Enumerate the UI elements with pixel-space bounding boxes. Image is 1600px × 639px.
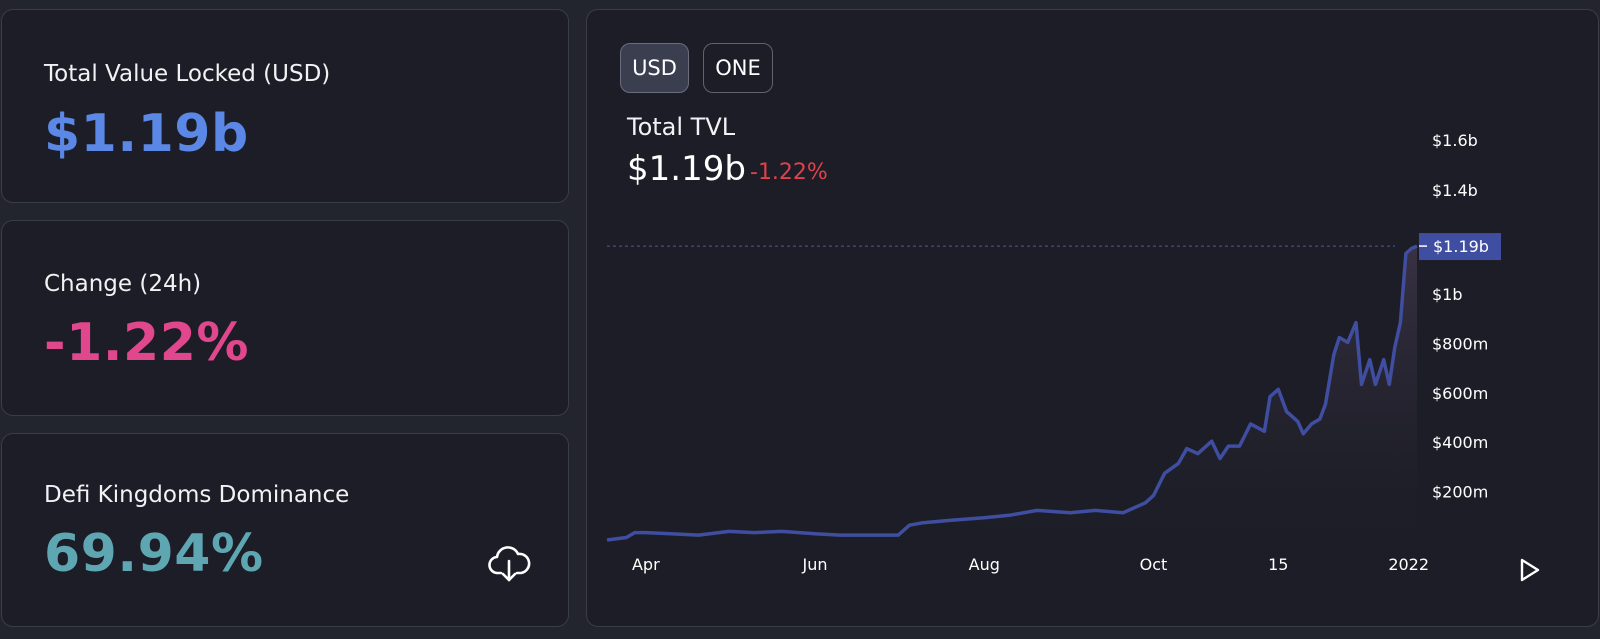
- current-value-badge: [1419, 233, 1501, 261]
- dominance-label: Defi Kingdoms Dominance: [44, 482, 350, 508]
- change-card: Change (24h) -1.22%: [1, 220, 569, 416]
- tvl-label: Total Value Locked (USD): [44, 61, 331, 87]
- x-tick-label: 2022: [1388, 555, 1429, 574]
- x-tick-label: Jun: [802, 555, 828, 574]
- cloud-download-icon: [488, 546, 531, 582]
- change-label: Change (24h): [44, 271, 202, 297]
- tvl-card: Total Value Locked (USD) $1.19b: [1, 9, 569, 203]
- chart-title: Total TVL: [627, 113, 736, 141]
- x-tick-label: Oct: [1140, 555, 1168, 574]
- chart-current-value: $1.19b: [627, 149, 746, 189]
- y-tick-label: $200m: [1432, 483, 1488, 502]
- tvl-chart: $200m $400m $600m $800m $1b $1.4b $1.6b $1.19b A…: [606, 131, 1501, 574]
- currency-usd-button[interactable]: USD: [620, 43, 689, 93]
- x-tick-label: Aug: [969, 555, 1000, 574]
- series-area: [607, 246, 1417, 540]
- tvl-chart-card: $200m $400m $600m $800m $1b $1.4b $1.6b $1.19b A…: [586, 9, 1599, 627]
- y-tick-label: $800m: [1432, 334, 1488, 353]
- dominance-value: 69.94%: [44, 524, 264, 584]
- download-button[interactable]: [487, 545, 531, 585]
- y-tick-label: $400m: [1432, 433, 1488, 452]
- current-value-label: $1.19b: [1433, 237, 1489, 256]
- x-tick-label: 15: [1268, 555, 1288, 574]
- y-tick-label: $600m: [1432, 384, 1488, 403]
- tvl-value: $1.19b: [44, 104, 249, 164]
- chart-change-value: -1.22%: [750, 160, 828, 185]
- dominance-card: Defi Kingdoms Dominance 69.94%: [1, 433, 569, 627]
- play-icon: [1520, 558, 1540, 582]
- x-tick-label: Apr: [632, 555, 660, 574]
- series-line: [606, 244, 1418, 542]
- y-tick-label: $1.6b: [1432, 131, 1478, 150]
- play-button[interactable]: [1515, 556, 1543, 584]
- currency-one-button[interactable]: ONE: [703, 43, 773, 93]
- y-tick-label: $1b: [1432, 285, 1463, 304]
- y-tick-label: $1.4b: [1432, 181, 1478, 200]
- change-value: -1.22%: [44, 313, 249, 373]
